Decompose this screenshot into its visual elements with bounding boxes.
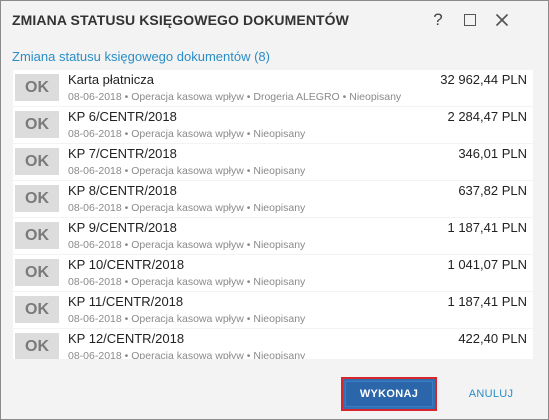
document-title: KP 8/CENTR/2018	[68, 183, 177, 198]
status-badge: OK	[15, 222, 59, 249]
document-title: KP 12/CENTR/2018	[68, 331, 185, 346]
document-title: KP 6/CENTR/2018	[68, 109, 177, 124]
document-title: KP 10/CENTR/2018	[68, 257, 185, 272]
document-title: Karta płatnicza	[68, 72, 154, 87]
dialog-footer: WYKONAJ ANULUJ	[1, 359, 548, 419]
document-amount: 32 962,44 PLN	[440, 72, 527, 87]
execute-button-label: WYKONAJ	[345, 381, 433, 407]
list-item[interactable]: OK KP 7/CENTR/2018 08-06-2018 • Operacja…	[13, 144, 533, 180]
status-badge: OK	[15, 74, 59, 101]
document-details: 08-06-2018 • Operacja kasowa wpływ • Nie…	[68, 239, 306, 251]
scrollbar[interactable]	[536, 70, 540, 362]
document-title: KP 7/CENTR/2018	[68, 146, 177, 161]
document-details: 08-06-2018 • Operacja kasowa wpływ • Dro…	[68, 91, 402, 103]
document-list[interactable]: OK Karta płatnicza 08-06-2018 • Operacja…	[13, 70, 533, 366]
section-title: Zmiana statusu księgowego dokumentów (8)	[12, 49, 270, 64]
document-amount: 1 041,07 PLN	[447, 257, 527, 272]
list-item[interactable]: OK KP 9/CENTR/2018 08-06-2018 • Operacja…	[13, 218, 533, 254]
list-item[interactable]: OK KP 10/CENTR/2018 08-06-2018 • Operacj…	[13, 255, 533, 291]
document-amount: 422,40 PLN	[458, 331, 527, 346]
document-amount: 1 187,41 PLN	[447, 294, 527, 309]
status-badge: OK	[15, 148, 59, 175]
title-bar: ZMIANA STATUSU KSIĘGOWEGO DOKUMENTÓW ?	[1, 1, 548, 39]
list-item[interactable]: OK KP 8/CENTR/2018 08-06-2018 • Operacja…	[13, 181, 533, 217]
status-badge: OK	[15, 296, 59, 323]
status-badge: OK	[15, 333, 59, 360]
maximize-box	[464, 14, 476, 26]
document-details: 08-06-2018 • Operacja kasowa wpływ • Nie…	[68, 165, 306, 177]
document-details: 08-06-2018 • Operacja kasowa wpływ • Nie…	[68, 313, 306, 325]
document-details: 08-06-2018 • Operacja kasowa wpływ • Nie…	[68, 276, 306, 288]
list-item[interactable]: OK KP 6/CENTR/2018 08-06-2018 • Operacja…	[13, 107, 533, 143]
status-badge: OK	[15, 111, 59, 138]
document-details: 08-06-2018 • Operacja kasowa wpływ • Nie…	[68, 202, 306, 214]
close-icon[interactable]	[489, 7, 515, 33]
maximize-icon[interactable]	[457, 7, 483, 33]
dialog-content: Zmiana statusu księgowego dokumentów (8)…	[1, 39, 548, 365]
document-title: KP 9/CENTR/2018	[68, 220, 177, 235]
help-icon[interactable]: ?	[433, 10, 443, 29]
document-details: 08-06-2018 • Operacja kasowa wpływ • Nie…	[68, 128, 306, 140]
close-glyph	[495, 13, 509, 27]
document-amount: 346,01 PLN	[458, 146, 527, 161]
status-badge: OK	[15, 185, 59, 212]
list-item[interactable]: OK Karta płatnicza 08-06-2018 • Operacja…	[13, 70, 533, 106]
execute-button[interactable]: WYKONAJ	[341, 377, 437, 411]
list-item[interactable]: OK KP 11/CENTR/2018 08-06-2018 • Operacj…	[13, 292, 533, 328]
document-amount: 2 284,47 PLN	[447, 109, 527, 124]
document-amount: 637,82 PLN	[458, 183, 527, 198]
window-title: ZMIANA STATUSU KSIĘGOWEGO DOKUMENTÓW	[12, 12, 349, 28]
document-amount: 1 187,41 PLN	[447, 220, 527, 235]
document-title: KP 11/CENTR/2018	[68, 294, 184, 309]
status-badge: OK	[15, 259, 59, 286]
cancel-button[interactable]: ANULUJ	[468, 388, 514, 400]
